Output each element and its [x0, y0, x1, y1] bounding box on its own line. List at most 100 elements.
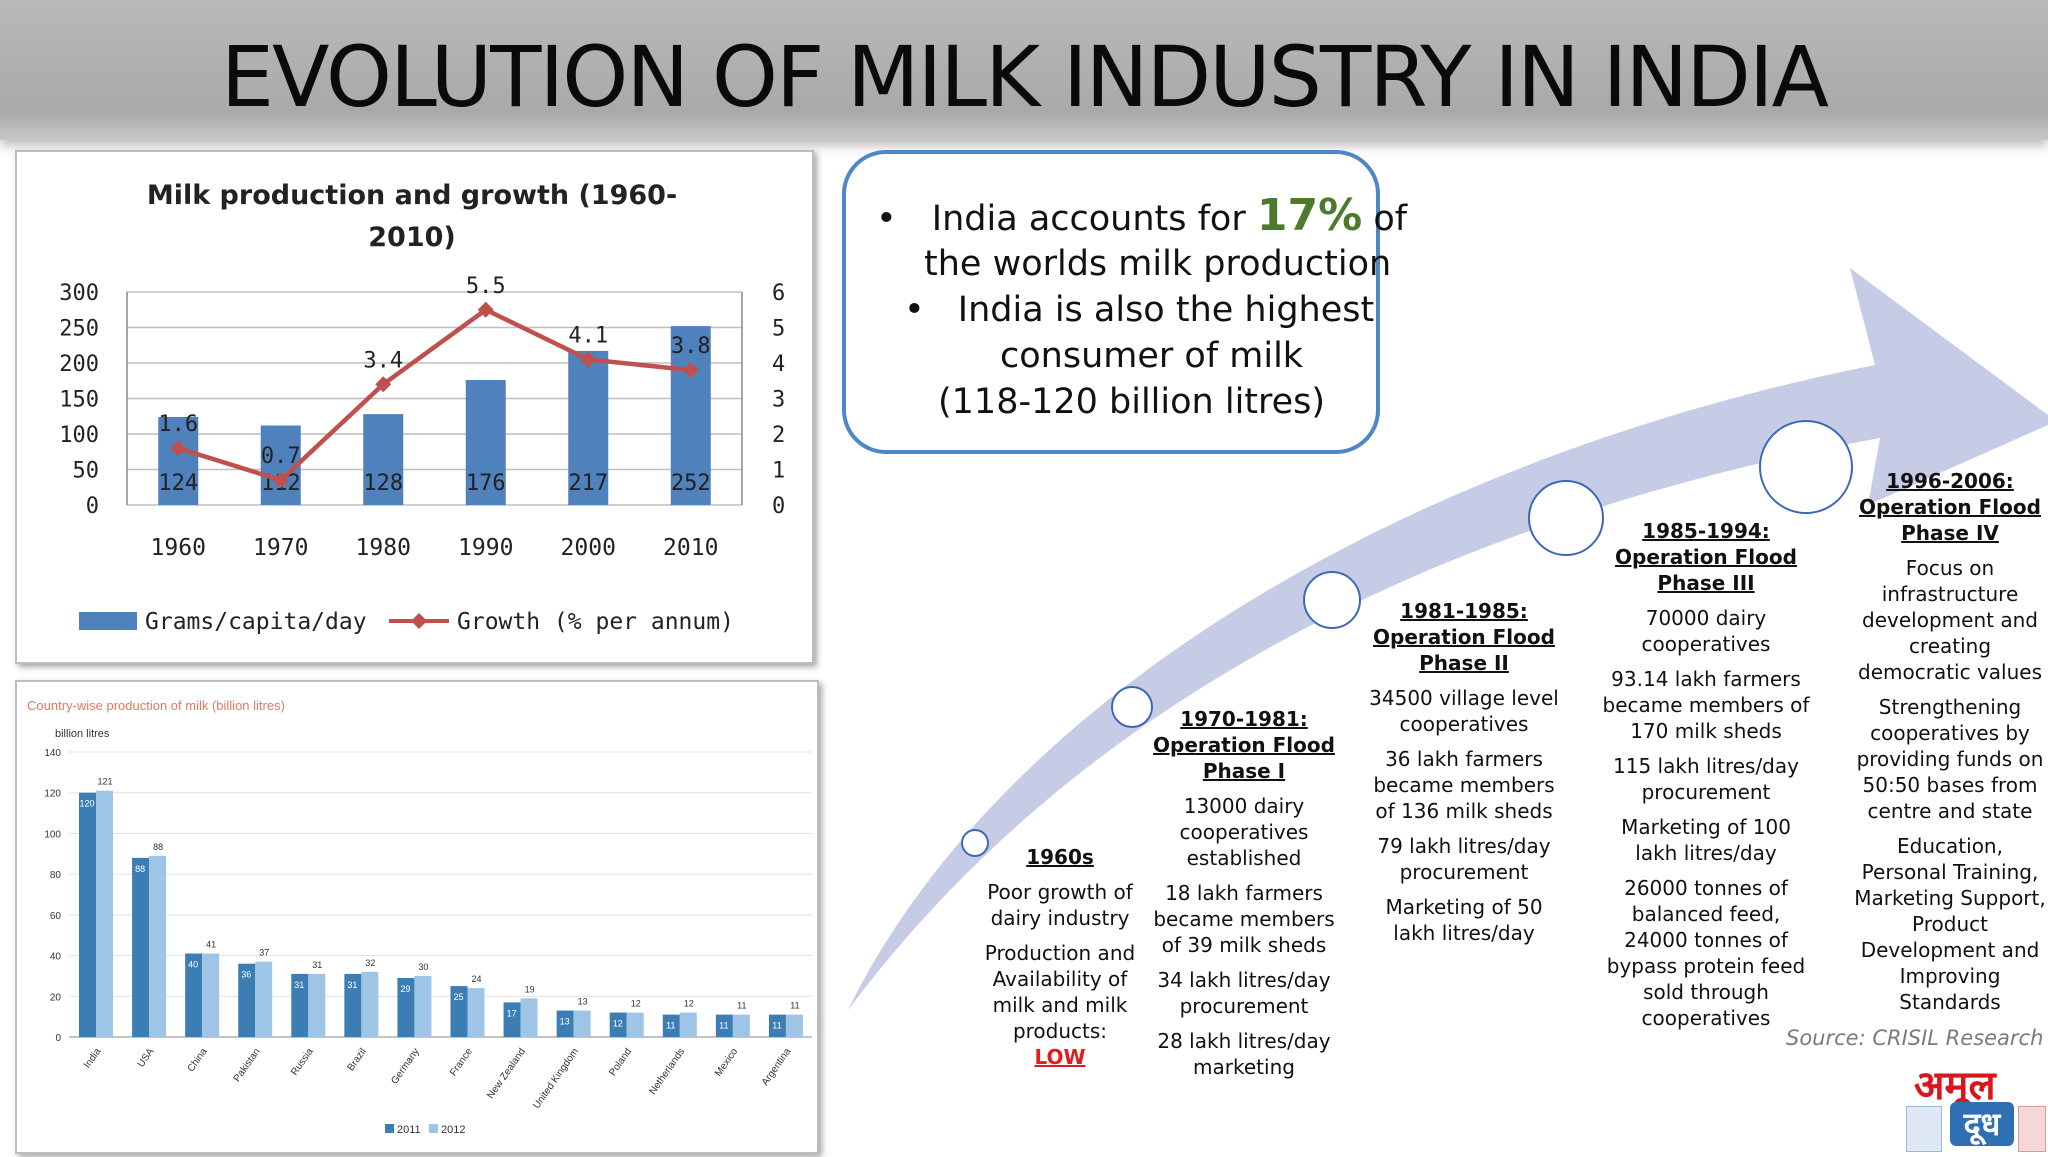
fact-line-1: • India accounts for 17% of: [876, 190, 1407, 241]
phase-heading: 1996-2006: Operation Flood Phase IV: [1859, 469, 2041, 545]
bar-value-label: 124: [158, 471, 198, 496]
bar-2012-label: 11: [737, 1001, 746, 1011]
bar-2012: [308, 973, 326, 1037]
growth-point: [272, 472, 289, 489]
bar-2011: [715, 1014, 733, 1037]
bar-2011: [79, 792, 96, 1037]
bar: [158, 416, 199, 505]
x-tick-label: 1960: [151, 535, 206, 561]
growth-label: 4.1: [568, 323, 608, 348]
bar-2012: [414, 975, 432, 1037]
phase-item: Poor growth of dairy industry: [987, 880, 1133, 930]
milk-production-chart-panel: Milk production and growth (1960-2010) 3 0…: [15, 150, 814, 664]
x-tick-label: 1990: [458, 535, 513, 561]
chart-title: Milk production and growth (1960-2010): [147, 180, 677, 253]
y-tick-label: 20: [50, 992, 62, 1003]
chart-title: Country-wise production of milk (billion…: [27, 698, 285, 713]
bar-2011-label: 29: [400, 984, 410, 994]
timeline-phase-1: 1970-1981: Operation Flood Phase I 13000…: [1148, 706, 1340, 1089]
timeline-arrow: [848, 268, 2048, 1010]
fact-line-2: the worlds milk production: [924, 244, 1392, 284]
bar-2011: [291, 973, 309, 1037]
y-tick-label: 0: [86, 494, 99, 519]
bar-2011-label: 11: [719, 1021, 728, 1031]
bar-2011-label: 11: [666, 1021, 675, 1031]
legend-swatch-2011: [385, 1124, 394, 1133]
source-note: Source: CRISIL Research: [1786, 1026, 2044, 1050]
bar-2012-label: 19: [525, 984, 535, 994]
phase-item: 34 lakh litres/day procurement: [1157, 968, 1331, 1018]
fact-text: India accounts for: [931, 199, 1246, 239]
y-tick-label: 40: [50, 952, 62, 963]
bar-2012: [255, 961, 273, 1037]
bar-value-label: 217: [568, 471, 608, 496]
timeline-node-1960s: [961, 829, 989, 857]
phase-item: 28 lakh litres/day marketing: [1157, 1029, 1331, 1079]
timeline-node-phase4: [1759, 420, 1853, 514]
legend-bar-swatch: [79, 612, 137, 630]
growth-point: [170, 440, 187, 457]
bullet-icon: •: [876, 199, 897, 239]
bar-2011-label: 13: [560, 1017, 570, 1027]
growth-label: 1.6: [158, 412, 198, 437]
bar-2011: [450, 986, 468, 1037]
bar-2011-label: 31: [294, 980, 304, 990]
phase-item: 79 lakh litres/day procurement: [1377, 834, 1551, 884]
phase-item: Focus on infrastructure development and …: [1858, 556, 2042, 684]
phase-item: Marketing of 100 lakh litres/day: [1621, 815, 1791, 865]
phase-item: 36 lakh farmers became members of 136 mi…: [1373, 747, 1555, 823]
phase-item: 34500 village level cooperatives: [1369, 686, 1559, 736]
growth-point: [580, 351, 597, 368]
growth-label: 3.8: [671, 334, 711, 359]
legend-label: 2011: [397, 1124, 421, 1136]
bar-2012: [467, 988, 485, 1037]
phase-item: 26000 tonnes of balanced feed, 24000 ton…: [1606, 876, 1806, 1030]
bar-2012-label: 41: [206, 940, 216, 950]
bar-2012-label: 11: [790, 1001, 799, 1011]
bar-2012-label: 13: [578, 997, 588, 1007]
country-production-chart-panel: Country-wise production of milk (billion…: [15, 680, 819, 1154]
phase-item: Education, Personal Training, Marketing …: [1854, 834, 2046, 1014]
y2-tick-label: 6: [772, 281, 785, 306]
growth-label: 0.7: [261, 444, 301, 469]
bar-2011-label: 11: [772, 1021, 781, 1031]
bar-2011: [609, 1012, 627, 1037]
x-tick-label: 1980: [356, 535, 411, 561]
bar-2012-label: 121: [97, 777, 112, 787]
bar: [465, 380, 506, 505]
phase-heading: 1985-1994: Operation Flood Phase III: [1615, 519, 1797, 595]
fact-text: of: [1373, 199, 1408, 239]
bar-2012: [785, 1014, 803, 1037]
bar-2011: [768, 1014, 786, 1037]
y-tick-label: 50: [73, 459, 100, 484]
bullet-icon: •: [904, 290, 925, 330]
phase-item: 13000 dairy cooperatives established: [1179, 794, 1309, 870]
phase-item: 115 lakh litres/day procurement: [1613, 754, 1799, 804]
y-tick-label: 150: [59, 388, 99, 413]
y2-tick-label: 3: [772, 388, 785, 413]
growth-point: [682, 362, 699, 379]
growth-label: 3.4: [363, 348, 403, 373]
low-status-label: LOW: [1034, 1045, 1086, 1069]
bar-2012: [732, 1014, 750, 1037]
x-tick-label: 2010: [663, 535, 718, 561]
phase-heading: 1970-1981: Operation Flood Phase I: [1153, 707, 1335, 783]
y-axis-label: billion litres: [55, 728, 110, 740]
bar-2011: [662, 1014, 680, 1037]
bar-value-label: 252: [671, 471, 711, 496]
legend-label: Grams/capita/day: [145, 609, 367, 635]
bar-value-label: 176: [466, 471, 506, 496]
bar-2012-label: 12: [631, 999, 641, 1009]
page-title: EVOLUTION OF MILK INDUSTRY IN INDIA: [220, 28, 1829, 126]
fact-line-5: (118-120 billion litres): [938, 382, 1326, 422]
phase-item: Marketing of 50 lakh litres/day: [1385, 895, 1543, 945]
growth-point: [477, 301, 494, 318]
bar-2012: [149, 855, 167, 1037]
bar-2012-label: 30: [418, 962, 428, 972]
timeline-phase-3: 1985-1994: Operation Flood Phase III 700…: [1600, 518, 1812, 1040]
bar-2011-label: 36: [241, 970, 251, 980]
phase-heading: 1981-1985: Operation Flood Phase II: [1373, 599, 1555, 675]
amul-logo-word: अमूल: [1914, 1063, 1996, 1109]
bar-2011: [397, 977, 415, 1037]
bar-2012: [202, 953, 220, 1037]
